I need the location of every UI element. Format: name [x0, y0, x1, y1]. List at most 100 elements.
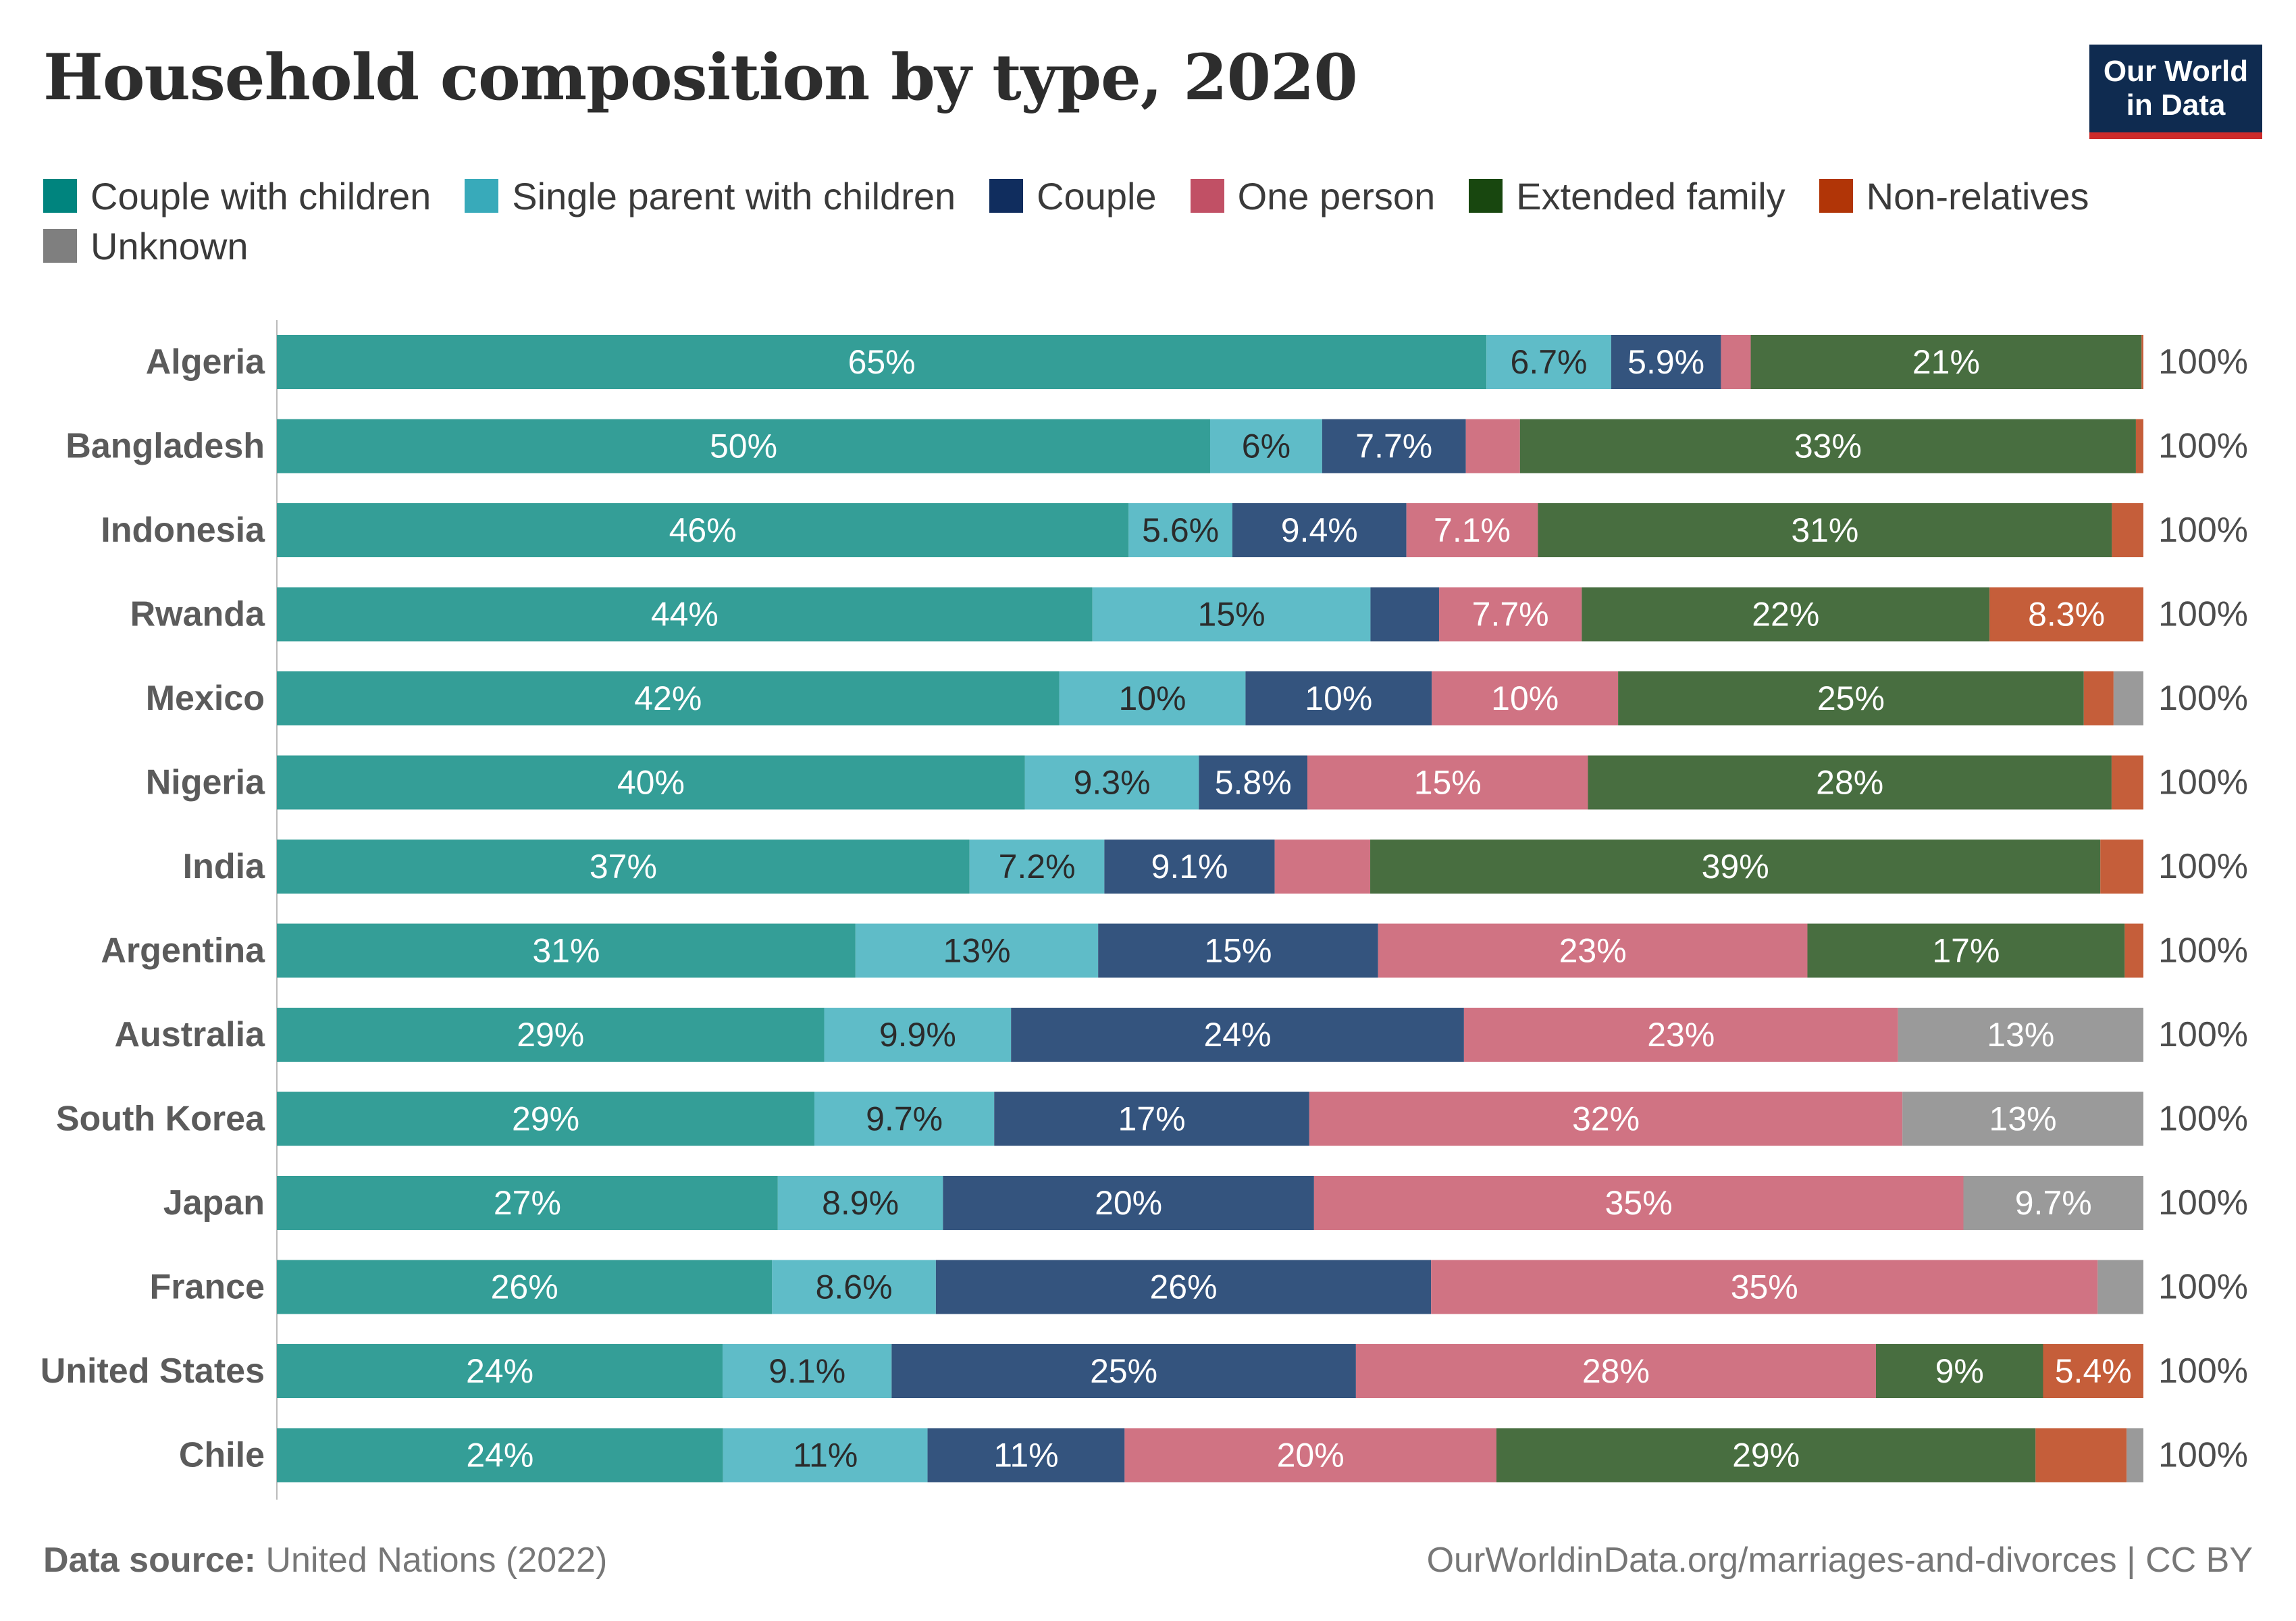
- bar-segment[interactable]: [723, 1344, 892, 1398]
- bar-segment[interactable]: [277, 840, 970, 894]
- bar-segment[interactable]: [772, 1260, 936, 1314]
- bar-segment[interactable]: [1370, 840, 2101, 894]
- bar-segment[interactable]: [1232, 503, 1407, 557]
- bar-segment[interactable]: [891, 1344, 1356, 1398]
- bar-segment[interactable]: [1618, 671, 2084, 725]
- bar-segment[interactable]: [1124, 1428, 1496, 1483]
- bar-segment[interactable]: [1875, 1344, 2043, 1398]
- category-label: Rwanda: [130, 595, 265, 634]
- bar-segment[interactable]: [1307, 755, 1588, 810]
- bar-segment[interactable]: [1092, 587, 1371, 642]
- data-label: 8.3%: [2028, 596, 2105, 634]
- total-label: 100%: [2158, 511, 2248, 550]
- bar-segment[interactable]: [943, 1176, 1314, 1230]
- bar-segment[interactable]: [277, 1260, 773, 1314]
- bar-segment[interactable]: [777, 1176, 943, 1230]
- bar-segment[interactable]: [1406, 503, 1538, 557]
- bar-segment[interactable]: [1463, 1008, 1898, 1062]
- bar-segment[interactable]: [1274, 840, 1371, 894]
- bar-segment[interactable]: [1313, 1176, 1964, 1230]
- data-label: 24%: [466, 1437, 533, 1474]
- bar-segment[interactable]: [824, 1008, 1012, 1062]
- legend-item-one-person[interactable]: One person: [1190, 174, 1435, 217]
- bar-segment[interactable]: [1538, 503, 2112, 557]
- bar-segment[interactable]: [1104, 840, 1275, 894]
- bar-segment[interactable]: [1807, 923, 2125, 978]
- bar-segment[interactable]: [277, 1176, 778, 1230]
- bar-segment[interactable]: [1098, 923, 1378, 978]
- bar-segment[interactable]: [277, 1344, 723, 1398]
- bar-segment[interactable]: [277, 587, 1093, 642]
- bar-segment[interactable]: [1898, 1008, 2143, 1062]
- bar-segment[interactable]: [1582, 587, 1990, 642]
- bar-segment[interactable]: [277, 1091, 814, 1146]
- bar-segment[interactable]: [1989, 587, 2143, 642]
- bar-segment[interactable]: [1378, 923, 1808, 978]
- bar-segment[interactable]: [1432, 671, 1619, 725]
- bar-segment[interactable]: [2043, 1344, 2143, 1398]
- bar-segment[interactable]: [1496, 1428, 2036, 1483]
- bar-segment[interactable]: [935, 1260, 1432, 1314]
- bar-segment[interactable]: [277, 923, 856, 978]
- bar-segment[interactable]: [1438, 587, 1582, 642]
- bar-segment[interactable]: [277, 1008, 825, 1062]
- total-label: 100%: [2158, 847, 2248, 886]
- bar-segment[interactable]: [1963, 1176, 2143, 1230]
- bar-segment[interactable]: [2100, 840, 2143, 894]
- data-label: 9.3%: [1074, 764, 1151, 802]
- bar-segment[interactable]: [994, 1091, 1309, 1146]
- bar-segment[interactable]: [927, 1428, 1125, 1483]
- bar-segment[interactable]: [2112, 503, 2143, 557]
- bar-segment[interactable]: [1465, 419, 1520, 473]
- bar-segment[interactable]: [277, 335, 1487, 389]
- legend-item-unknown[interactable]: Unknown: [43, 224, 248, 267]
- legend-item-single-parent-with-children[interactable]: Single parent with children: [465, 174, 956, 217]
- bar-segment[interactable]: [2097, 1260, 2143, 1314]
- bar-segment[interactable]: [1370, 587, 1439, 642]
- bar-segment[interactable]: [1902, 1091, 2143, 1146]
- bar-segment[interactable]: [277, 503, 1129, 557]
- bar-segment[interactable]: [1431, 1260, 2098, 1314]
- bar-segment[interactable]: [2124, 923, 2143, 978]
- data-label: 25%: [1090, 1352, 1157, 1390]
- bar-segment[interactable]: [1611, 335, 1721, 389]
- bar-segment[interactable]: [277, 755, 1025, 810]
- bar-segment[interactable]: [1486, 335, 1611, 389]
- bar-segment[interactable]: [814, 1091, 995, 1146]
- bar-segment[interactable]: [1322, 419, 1466, 473]
- legend-item-extended-family[interactable]: Extended family: [1469, 174, 1785, 217]
- bar-segment[interactable]: [2111, 755, 2143, 810]
- bar-segment[interactable]: [1355, 1344, 1876, 1398]
- bar-segment[interactable]: [1309, 1091, 1903, 1146]
- source-text: United Nations (2022): [265, 1541, 608, 1580]
- bar-segment[interactable]: [1750, 335, 2142, 389]
- bar-segment[interactable]: [277, 1428, 723, 1483]
- bar-segment[interactable]: [1588, 755, 2112, 810]
- bar-segment[interactable]: [723, 1428, 928, 1483]
- bar-segment[interactable]: [2135, 419, 2143, 473]
- bar-segment[interactable]: [2141, 335, 2143, 389]
- owid-logo[interactable]: Our World in Data: [2089, 45, 2262, 139]
- legend-item-couple-with-children[interactable]: Couple with children: [43, 174, 431, 217]
- legend-item-couple[interactable]: Couple: [989, 174, 1157, 217]
- bar-segment[interactable]: [1519, 419, 2136, 473]
- bar-segment[interactable]: [1024, 755, 1199, 810]
- legend-item-non-relatives[interactable]: Non-relatives: [1819, 174, 2089, 217]
- data-label: 9.9%: [879, 1016, 956, 1054]
- bar-segment[interactable]: [1011, 1008, 1464, 1062]
- bar-segment[interactable]: [969, 840, 1105, 894]
- source-link[interactable]: OurWorldinData.org/marriages-and-divorce…: [1426, 1541, 2253, 1580]
- bar-segment[interactable]: [1059, 671, 1246, 725]
- bar-segment[interactable]: [1199, 755, 1308, 810]
- bar-segment[interactable]: [277, 419, 1210, 473]
- bar-segment[interactable]: [855, 923, 1099, 978]
- bar-segment[interactable]: [1721, 335, 1751, 389]
- bar-segment[interactable]: [2127, 1428, 2143, 1483]
- bar-segment[interactable]: [1128, 503, 1232, 557]
- bar-segment[interactable]: [2083, 671, 2114, 725]
- bar-segment[interactable]: [2035, 1428, 2127, 1483]
- bar-segment[interactable]: [2113, 671, 2143, 725]
- bar-segment[interactable]: [1210, 419, 1322, 473]
- bar-segment[interactable]: [277, 671, 1060, 725]
- bar-segment[interactable]: [1245, 671, 1432, 725]
